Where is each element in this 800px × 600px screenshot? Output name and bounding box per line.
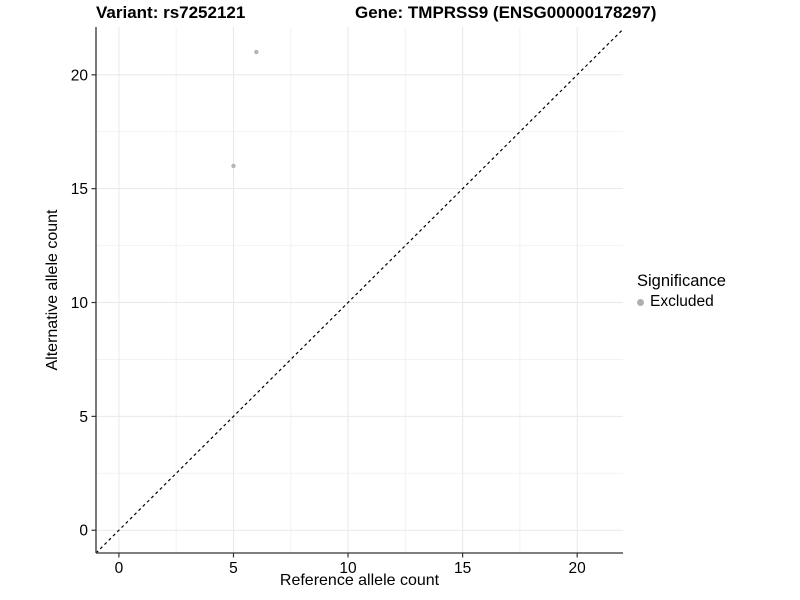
legend-item-excluded: Excluded <box>637 293 726 311</box>
y-tick-label: 5 <box>79 409 88 426</box>
y-tick-label: 10 <box>71 295 89 312</box>
x-tick-label: 0 <box>115 560 124 577</box>
data-point <box>231 163 236 169</box>
y-tick-label: 15 <box>71 181 88 198</box>
legend-item-label: Excluded <box>650 293 714 310</box>
x-axis-title: Reference allele count <box>279 572 440 589</box>
x-tick-label: 5 <box>229 560 238 577</box>
y-tick-label: 0 <box>79 523 88 540</box>
x-tick-label: 10 <box>339 560 357 577</box>
legend-title: Significance <box>637 272 726 290</box>
y-axis-title: Alternative allele count <box>44 209 61 371</box>
x-tick-label: 15 <box>454 560 471 577</box>
variant-title: Variant: rs7252121 <box>96 3 246 22</box>
legend: Significance Excluded <box>637 272 726 311</box>
y-tick-label: 20 <box>71 67 89 84</box>
data-point <box>254 49 259 55</box>
gene-title: Gene: TMPRSS9 (ENSG00000178297) <box>355 3 657 22</box>
excluded-point-icon <box>637 298 644 306</box>
identity-reference-line <box>96 28 623 553</box>
x-tick-label: 20 <box>569 560 587 577</box>
